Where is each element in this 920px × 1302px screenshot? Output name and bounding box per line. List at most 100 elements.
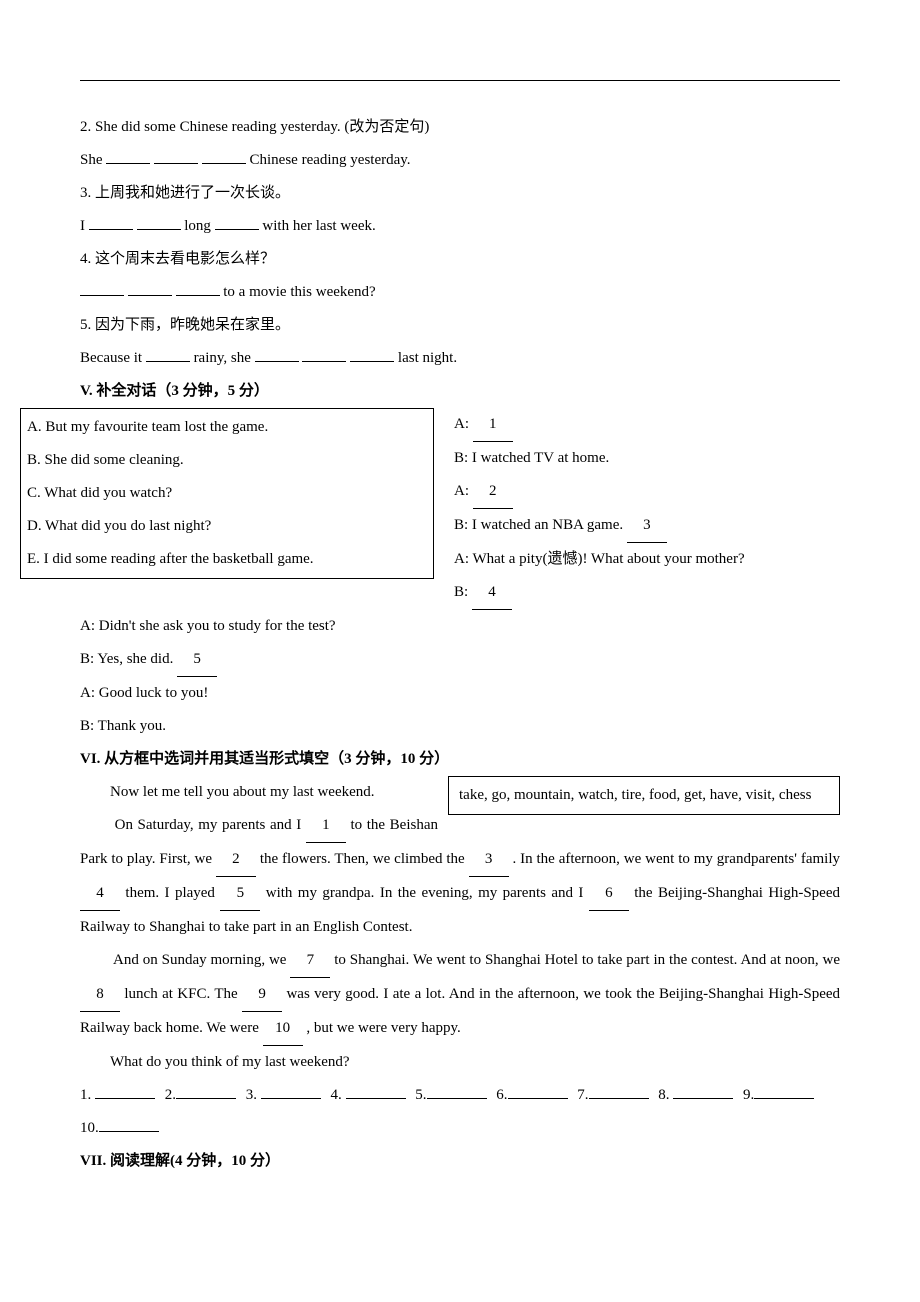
text: A: <box>454 483 473 499</box>
label: 4. <box>331 1087 346 1103</box>
q5-prompt: 5. 因为下雨，昨晚她呆在家里。 <box>80 309 840 342</box>
q4-answer-line: to a movie this weekend? <box>80 276 840 309</box>
question-5: 5. 因为下雨，昨晚她呆在家里。 Because it rainy, she l… <box>80 309 840 375</box>
text: rainy, she <box>194 350 255 366</box>
q4-prompt: 4. 这个周末去看电影怎么样？ <box>80 243 840 276</box>
blank[interactable] <box>106 148 150 164</box>
text: B: I watched an NBA game. <box>454 517 627 533</box>
blank[interactable] <box>176 1083 236 1099</box>
choice-d: D. What did you do last night? <box>27 510 427 543</box>
text: lunch at KFC. The <box>124 986 242 1002</box>
blank[interactable] <box>427 1083 487 1099</box>
q2-answer-line: She Chinese reading yesterday. <box>80 144 840 177</box>
text: last night. <box>398 350 457 366</box>
text: to a movie this weekend? <box>223 284 375 300</box>
blank-num[interactable]: 10 <box>263 1012 303 1046</box>
q3-prompt: 3. 上周我和她进行了一次长谈。 <box>80 177 840 210</box>
choice-e: E. I did some reading after the basketba… <box>27 543 427 576</box>
section-vi-title: VI. 从方框中选词并用其适当形式填空（3 分钟，10 分） <box>80 743 840 776</box>
dialog-line: A: 1 <box>454 408 840 442</box>
text: A: <box>454 416 473 432</box>
passage: Now let me tell you about my last weeken… <box>80 776 840 1079</box>
blank-num[interactable]: 4 <box>472 576 512 610</box>
dialog-line: A: What a pity(遗憾)! What about your moth… <box>454 543 840 576</box>
choice-a: A. But my favourite team lost the game. <box>27 411 427 444</box>
blank[interactable] <box>89 214 133 230</box>
p3: And on Sunday morning, we 7 to Shanghai.… <box>80 944 840 1046</box>
text: Because it <box>80 350 146 366</box>
text: I <box>80 218 89 234</box>
blank[interactable] <box>99 1116 159 1132</box>
blank-num[interactable]: 9 <box>242 978 282 1012</box>
text: , but we were very happy. <box>306 1020 460 1036</box>
blank[interactable] <box>80 280 124 296</box>
label: 8. <box>658 1087 673 1103</box>
text: with my grandpa. In the evening, my pare… <box>266 885 589 901</box>
question-4: 4. 这个周末去看电影怎么样？ to a movie this weekend? <box>80 243 840 309</box>
label: 3. <box>246 1087 261 1103</box>
dialog-line: A: Good luck to you! <box>80 677 840 710</box>
dialog-line: A: Didn't she ask you to study for the t… <box>80 610 840 643</box>
blank[interactable] <box>508 1083 568 1099</box>
section-v-title: V. 补全对话（3 分钟，5 分） <box>80 375 840 408</box>
dialog-line: B: Yes, she did. 5 <box>80 643 840 677</box>
blank[interactable] <box>754 1083 814 1099</box>
text: And on Sunday morning, we <box>113 952 290 968</box>
blank[interactable] <box>255 346 299 362</box>
blank[interactable] <box>128 280 172 296</box>
text: B: Yes, she did. <box>80 651 177 667</box>
blank[interactable] <box>137 214 181 230</box>
label: 6. <box>496 1087 507 1103</box>
dialog-line: B: Thank you. <box>80 710 840 743</box>
blank-num[interactable]: 5 <box>220 877 260 911</box>
blank-num[interactable]: 3 <box>627 509 667 543</box>
text: them. I played <box>125 885 220 901</box>
word-box: take, go, mountain, watch, tire, food, g… <box>448 776 840 815</box>
dialog-right: A: 1 B: I watched TV at home. A: 2 B: I … <box>454 408 840 610</box>
choice-b: B. She did some cleaning. <box>27 444 427 477</box>
label: 9. <box>743 1087 754 1103</box>
blank[interactable] <box>95 1083 155 1099</box>
blank[interactable] <box>350 346 394 362</box>
blank[interactable] <box>261 1083 321 1099</box>
text: the flowers. Then, we climbed the <box>260 851 469 867</box>
q5-answer-line: Because it rainy, she last night. <box>80 342 840 375</box>
blank-num[interactable]: 6 <box>589 877 629 911</box>
dialog-choice-box: A. But my favourite team lost the game. … <box>20 408 434 579</box>
section-vii-title: VII. 阅读理解(4 分钟，10 分） <box>80 1145 840 1178</box>
dialog-line: B: 4 <box>454 576 840 610</box>
text: . In the afternoon, we went to my grandp… <box>512 851 840 867</box>
blank-num[interactable]: 7 <box>290 944 330 978</box>
question-3: 3. 上周我和她进行了一次长谈。 I long with her last we… <box>80 177 840 243</box>
blank-num[interactable]: 8 <box>80 978 120 1012</box>
blank[interactable] <box>673 1083 733 1099</box>
blank[interactable] <box>154 148 198 164</box>
text: with her last week. <box>262 218 375 234</box>
blank[interactable] <box>589 1083 649 1099</box>
blank-num[interactable]: 4 <box>80 877 120 911</box>
dialog-line: B: I watched TV at home. <box>454 442 840 475</box>
blank-num[interactable]: 3 <box>469 843 509 877</box>
choice-c: C. What did you watch? <box>27 477 427 510</box>
blank[interactable] <box>302 346 346 362</box>
text: On Saturday, my parents and I <box>115 817 306 833</box>
blank[interactable] <box>202 148 246 164</box>
blank-num[interactable]: 5 <box>177 643 217 677</box>
label: 2. <box>165 1087 176 1103</box>
label: 10. <box>80 1120 99 1136</box>
q3-answer-line: I long with her last week. <box>80 210 840 243</box>
blank[interactable] <box>176 280 220 296</box>
blank[interactable] <box>215 214 259 230</box>
blank-num[interactable]: 1 <box>473 408 513 442</box>
blank-num[interactable]: 1 <box>306 809 346 843</box>
blank-num[interactable]: 2 <box>473 475 513 509</box>
p2: On Saturday, my parents and I 1 to the B… <box>80 809 840 944</box>
blank-num[interactable]: 2 <box>216 843 256 877</box>
label: 1. <box>80 1087 95 1103</box>
text: to Shanghai. We went to Shanghai Hotel t… <box>334 952 840 968</box>
label: 5. <box>415 1087 426 1103</box>
dialog-line: A: 2 <box>454 475 840 509</box>
label: 7. <box>577 1087 588 1103</box>
blank[interactable] <box>346 1083 406 1099</box>
blank[interactable] <box>146 346 190 362</box>
